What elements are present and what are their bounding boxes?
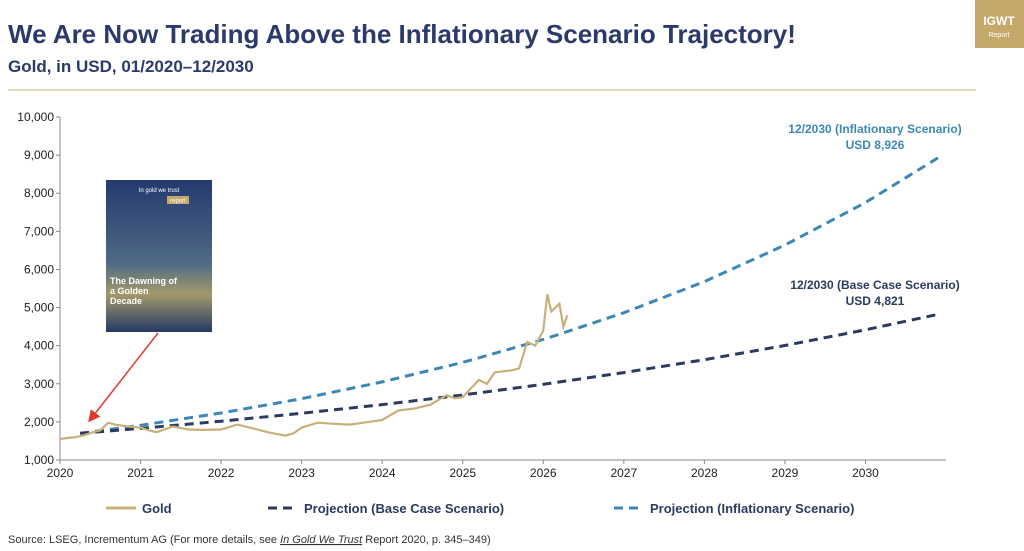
x-tick-label: 2024 xyxy=(369,466,396,480)
annotation: USD 8,926 xyxy=(846,138,905,152)
series-line xyxy=(79,312,939,435)
y-tick-label: 9,000 xyxy=(24,148,54,162)
cover-brand: In gold we trust xyxy=(139,188,180,194)
y-tick-label: 3,000 xyxy=(24,377,54,391)
x-tick-label: 2025 xyxy=(449,466,476,480)
y-tick-label: 6,000 xyxy=(24,262,54,276)
cover: In gold we trust report The Dawning of a… xyxy=(106,180,212,332)
x-tick-label: 2022 xyxy=(208,466,235,480)
cover-title: The Dawning of a Golden Decade xyxy=(110,276,177,306)
annotation: 12/2030 (Base Case Scenario) xyxy=(790,278,959,292)
source-link: In Gold We Trust xyxy=(280,534,363,546)
x-tick-label: 2026 xyxy=(530,466,557,480)
y-tick-label: 2,000 xyxy=(24,415,54,429)
plot: 1,000 2,000 3,000 4,000 5,000 6,000 7,000 8,000… xyxy=(17,110,946,480)
y-tick-label: 1,000 xyxy=(24,453,54,467)
x-tick-label: 2023 xyxy=(288,466,315,480)
source: Source: LSEG, Incrementum AG (For more d… xyxy=(8,534,491,546)
x-tick-label: 2030 xyxy=(852,466,879,480)
source-text: Report 2020, p. 345–349) xyxy=(362,534,490,546)
source-text: Source: LSEG, Incrementum AG (For more d… xyxy=(8,534,280,546)
x-tick-label: 2027 xyxy=(610,466,637,480)
logo xyxy=(975,0,1024,48)
series-line xyxy=(59,293,569,441)
annotation: USD 4,821 xyxy=(846,294,905,308)
legend-label: Projection (Inflationary Scenario) xyxy=(650,501,854,516)
y-tick-label: 10,000 xyxy=(17,110,54,124)
legend-label: Projection (Base Case Scenario) xyxy=(304,501,504,516)
legend-label: Gold xyxy=(142,501,172,516)
cover-tag: report xyxy=(170,199,186,205)
x-tick-label: 2020 xyxy=(47,466,74,480)
series-line xyxy=(79,156,939,435)
x-tick-label: 2021 xyxy=(127,466,154,480)
x-tick-label: 2028 xyxy=(691,466,718,480)
y-tick-label: 7,000 xyxy=(24,224,54,238)
y-tick-label: 5,000 xyxy=(24,301,54,315)
y-tick-label: 8,000 xyxy=(24,186,54,200)
annotation: 12/2030 (Inflationary Scenario) xyxy=(788,122,961,136)
logo-subtitle: Report xyxy=(988,32,1009,39)
chart-subtitle: Gold, in USD, 01/2020–12/2030 xyxy=(8,57,254,76)
arrow xyxy=(88,332,159,423)
logo-title: IGWT xyxy=(983,14,1015,28)
y-tick-label: 4,000 xyxy=(24,339,54,353)
x-tick-label: 2029 xyxy=(772,466,799,480)
chart-title: We Are Now Trading Above the Inflationar… xyxy=(8,19,796,49)
